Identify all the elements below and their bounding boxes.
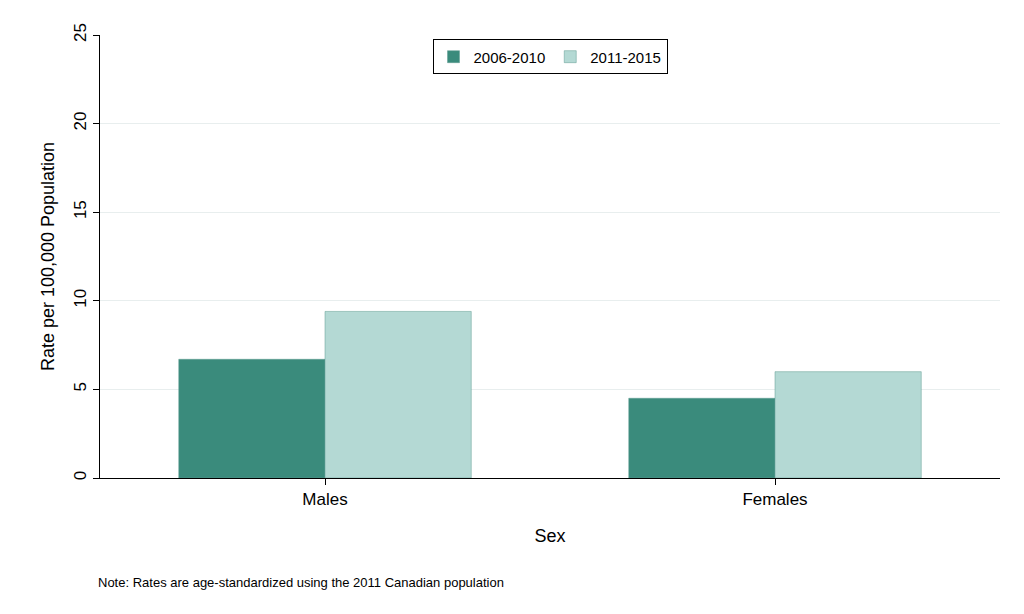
- svg-text:0: 0: [71, 471, 90, 480]
- svg-text:Rate per 100,000 Population: Rate per 100,000 Population: [38, 142, 58, 371]
- svg-text:2011-2015: 2011-2015: [590, 49, 661, 66]
- svg-text:15: 15: [71, 200, 90, 219]
- svg-text:Females: Females: [742, 490, 807, 509]
- svg-text:25: 25: [71, 23, 90, 42]
- svg-text:Note: Rates are age-standardiz: Note: Rates are age-standardized using t…: [98, 575, 504, 590]
- svg-text:20: 20: [71, 112, 90, 131]
- svg-text:5: 5: [71, 382, 90, 391]
- svg-text:Sex: Sex: [534, 526, 565, 546]
- svg-text:2006-2010: 2006-2010: [474, 49, 546, 66]
- svg-text:Males: Males: [302, 490, 347, 509]
- svg-text:10: 10: [71, 289, 90, 308]
